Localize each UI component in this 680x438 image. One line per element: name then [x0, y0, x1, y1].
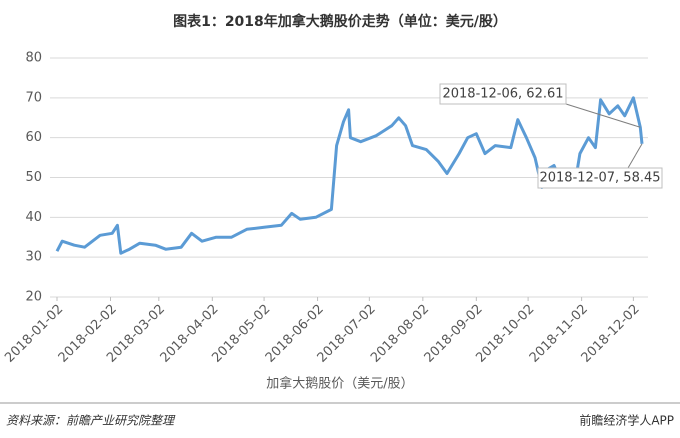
annotation-box [439, 83, 567, 105]
annotation-leader [627, 143, 643, 169]
brand: 前瞻经济学人APP [579, 413, 674, 428]
annotation-label: 2018-12-07, 58.45 [539, 171, 660, 186]
y-tick-label: 20 [25, 290, 42, 305]
legend-label: 加拿大鹅股价（美元/股） [266, 376, 413, 392]
annotation-label: 2018-12-06, 62.61 [442, 87, 563, 102]
source: 资料来源：前瞻产业研究院整理 [6, 414, 176, 428]
y-tick-label: 80 [25, 51, 42, 66]
y-tick-label: 40 [25, 210, 42, 225]
chart-title: 图表1：2018年加拿大鹅股价走势（单位：美元/股） [173, 13, 507, 30]
annotation-box [537, 167, 663, 189]
y-tick-label: 60 [25, 130, 42, 145]
y-tick-label: 50 [25, 170, 42, 185]
annotation-leader [565, 103, 641, 128]
y-tick-label: 70 [25, 90, 42, 105]
y-tick-label: 30 [25, 250, 42, 265]
